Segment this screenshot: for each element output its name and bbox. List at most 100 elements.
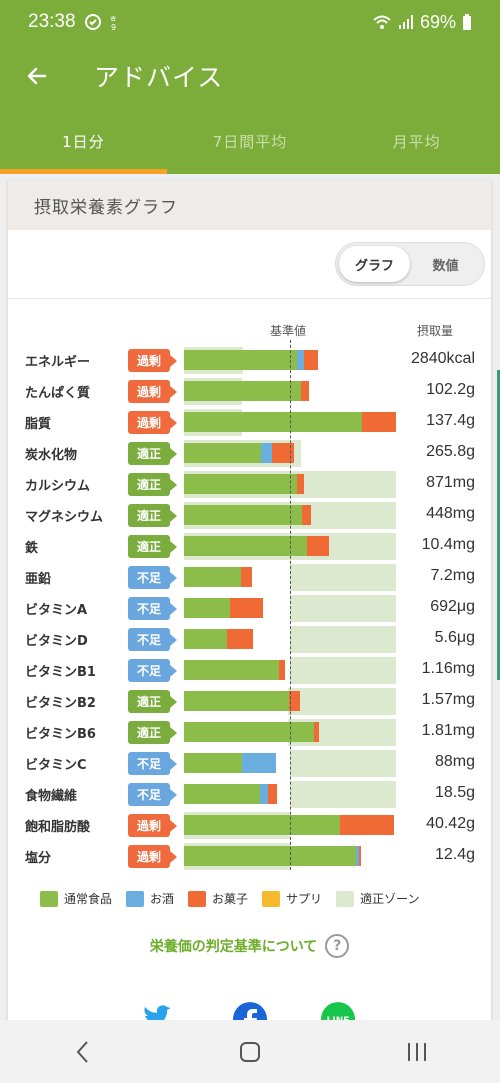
nav-recents-button[interactable] [387, 1027, 447, 1077]
nutrient-bar-track [184, 843, 396, 870]
criteria-link[interactable]: 栄養価の判定基準について ? [8, 934, 491, 958]
status-badge: 過剰 [128, 349, 177, 372]
nutrient-row: 炭水化物 適正 265.8g [8, 437, 491, 468]
tab-monthly-average[interactable]: 月平均 [392, 132, 441, 151]
intake-amount: 40.42g [426, 815, 475, 832]
bar-segment-sweets [339, 815, 394, 835]
appropriate-zone [290, 595, 396, 622]
arrow-left-icon [27, 67, 47, 85]
nutrient-row: 鉄 適正 10.4mg [8, 530, 491, 561]
status-badge: 適正 [128, 504, 177, 527]
scrollbar[interactable] [497, 370, 500, 680]
svg-text:ㅎ: ㅎ [109, 15, 117, 25]
toggle-numbers-button[interactable]: 数値 [432, 258, 459, 274]
nutrient-name: ビタミンD [25, 634, 88, 649]
status-badge: 適正 [128, 690, 177, 713]
nutrient-name: カルシウム [25, 479, 91, 494]
nutrient-name: 飽和脂肪酸 [25, 820, 91, 835]
nav-back-button[interactable] [53, 1027, 113, 1077]
toggle-graph-button[interactable]: グラフ [339, 246, 410, 282]
bar-segment-sweets [267, 784, 278, 804]
status-badge: 不足 [128, 566, 177, 589]
battery-percent: 69% [419, 11, 456, 32]
nutrient-row: エネルギー 過剰 2840kcal [8, 344, 491, 375]
view-toggle: グラフ 数値 [335, 242, 485, 286]
nutrient-row: カルシウム 適正 871mg [8, 468, 491, 499]
nutrient-row: ビタミンB1 不足 1.16mg [8, 654, 491, 685]
nutrient-name: ビタミンB6 [25, 727, 96, 742]
bar-segment-sweets [227, 629, 253, 649]
bar-segment-alcohol [355, 846, 359, 866]
page-title: アドバイス [94, 63, 224, 92]
tab-7day-average[interactable]: 7日間平均 [212, 132, 288, 151]
nutrient-name: たんぱく質 [25, 386, 91, 401]
content-area[interactable]: 摂取栄養素グラフ グラフ 数値 基準値 摂取量 エネルギー 過剰 2840kcal た… [0, 174, 500, 1020]
legend-item-sweets: お菓子 [188, 890, 248, 907]
legend: 通常食品 お酒 お菓子 サプリ 適正ゾーン [40, 890, 433, 907]
svg-text:LINE: LINE [327, 1016, 350, 1020]
intake-column-header: 摂取量 [417, 324, 454, 338]
appropriate-zone [290, 750, 396, 777]
nutrient-row: ビタミンD 不足 5.6μg [8, 623, 491, 654]
bar-segment-alcohol [297, 350, 304, 370]
period-tabs: 1日分 7日間平均 月平均 [0, 108, 500, 174]
bar-segment-food [184, 598, 230, 618]
nutrient-name: 塩分 [25, 851, 52, 866]
intake-amount: 7.2mg [430, 567, 475, 584]
intake-amount: 1.16mg [421, 660, 475, 677]
nutrient-name: ビタミンB2 [25, 696, 96, 711]
bar-segment-food [184, 660, 280, 680]
intake-amount: 12.4g [434, 846, 475, 863]
battery-icon [463, 14, 471, 30]
legend-item-food: 通常食品 [40, 890, 112, 907]
nutrient-bar-track [184, 378, 396, 405]
nutrient-bar-track [184, 595, 396, 622]
intake-amount: 102.2g [426, 381, 475, 398]
intake-amount: 18.5g [434, 784, 475, 801]
legend-item-alcohol: お酒 [126, 890, 174, 907]
intake-amount: 2840kcal [410, 350, 475, 367]
bar-segment-sweets [303, 350, 318, 370]
status-badge: 過剰 [128, 814, 177, 837]
bar-segment-sweets [314, 722, 319, 742]
appropriate-zone [290, 626, 396, 653]
intake-amount: 5.6μg [434, 629, 475, 646]
nutrient-name: ビタミンA [25, 603, 88, 618]
card-title: 摂取栄養素グラフ [8, 180, 491, 230]
nutrient-name: 食物繊維 [25, 789, 78, 804]
nutrient-row: ビタミンC 不足 88mg [8, 747, 491, 778]
bar-segment-sweets [362, 412, 396, 432]
criteria-link-text[interactable]: 栄養価の判定基準について [149, 939, 318, 955]
legend-item-zone: 適正ゾーン [336, 890, 419, 907]
nutrient-bar-track [184, 688, 396, 715]
legend-swatch [126, 890, 145, 907]
status-badge: 過剰 [128, 411, 177, 434]
intake-amount: 692μg [430, 598, 475, 615]
nav-home-button[interactable] [220, 1027, 280, 1077]
status-badge: 不足 [128, 659, 177, 682]
line-icon[interactable]: LINE [321, 1002, 355, 1020]
nutrient-row: 亜鉛 不足 7.2mg [8, 561, 491, 592]
help-icon[interactable]: ? [325, 934, 350, 958]
appropriate-zone [290, 657, 396, 684]
nutrient-bar-track [184, 719, 396, 746]
status-badge: 過剰 [128, 845, 177, 868]
bar-segment-sweets [301, 505, 312, 525]
nutrient-name: 亜鉛 [25, 572, 52, 587]
bar-segment-food [184, 815, 340, 835]
facebook-icon[interactable] [233, 1002, 267, 1020]
divider [8, 298, 491, 299]
nutrient-bar-track [184, 657, 396, 684]
legend-swatch [40, 890, 58, 907]
nutrient-bar-track [184, 409, 396, 436]
intake-amount: 10.4mg [421, 536, 475, 553]
bar-segment-sweets [279, 660, 285, 680]
nutrient-name: マグネシウム [25, 510, 104, 525]
bar-segment-sweets [300, 381, 310, 401]
back-button[interactable] [0, 44, 74, 108]
twitter-icon[interactable] [140, 1002, 174, 1020]
tab-1day[interactable]: 1日分 [0, 108, 167, 174]
notification-icon: ㅎ9 [109, 15, 117, 31]
legend-label: サプリ [286, 892, 323, 906]
